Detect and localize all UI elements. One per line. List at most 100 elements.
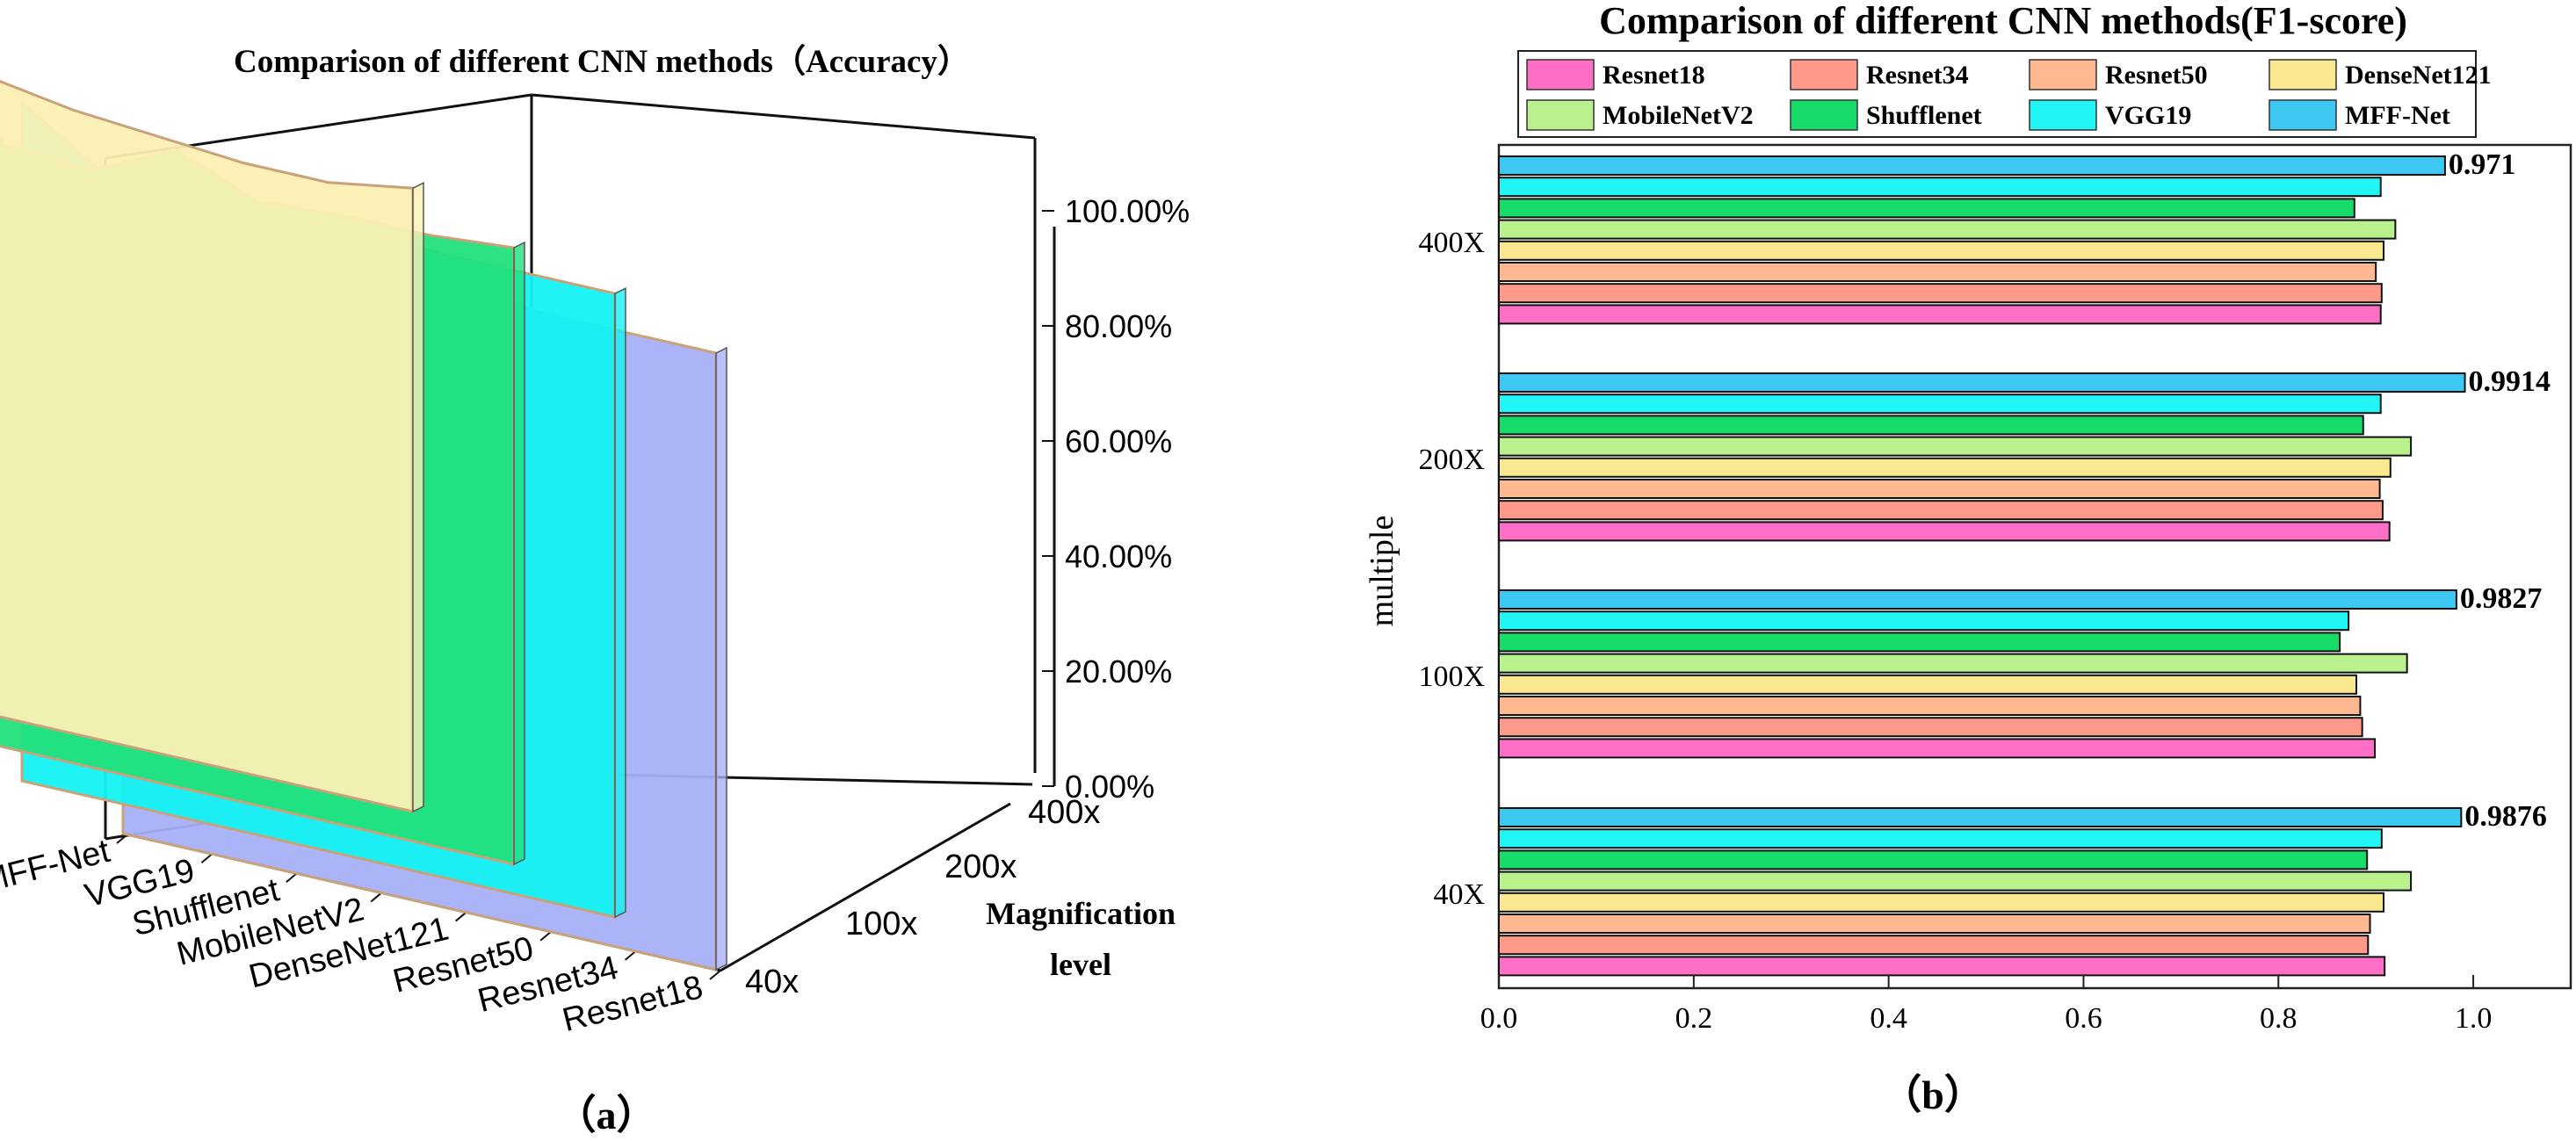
panel-a-x-tick	[370, 892, 382, 903]
panel-b-x-ticks: 0.0 0.2 0.4 0.6 0.8 1.0	[1480, 975, 2493, 1035]
panel-a-value-tick-label: 60.00%	[1065, 423, 1172, 459]
panel-b-legend-label: VGG19	[2105, 101, 2191, 130]
panel-b-bar-MFF-Net-40X	[1498, 807, 2463, 827]
panel-a-value-ticks: 0.00% 20.00% 40.00% 60.00% 80.00% 100.00%	[1042, 193, 1190, 805]
panel-b-legend-swatch	[1790, 99, 1858, 131]
panel-b-bar-Shufflenet-200X	[1498, 415, 2364, 436]
panel-b-bar-VGG19-400X	[1498, 177, 2382, 198]
panel-b-bar-MobileNetV2-200X	[1498, 436, 2413, 457]
panel-b-bar-MFF-Net-200X	[1498, 372, 2466, 393]
panel-b-bar-Shufflenet-100X	[1498, 632, 2341, 653]
panel-a-area-layers	[0, 80, 727, 971]
panel-b-legend-swatch	[2268, 59, 2337, 90]
panel-a-value-tick-label: 20.00%	[1065, 654, 1172, 690]
panel-b-bar-MFF-Net-100X	[1498, 589, 2457, 610]
panel-b-category-labels: 40X 100X 200X 400X	[1418, 227, 1485, 911]
panel-b-legend-swatch	[2029, 99, 2097, 131]
panel-a-value-tick-label: 80.00%	[1065, 308, 1172, 344]
panel-b-x-tick-label: 1.0	[2455, 1002, 2493, 1035]
panel-a-x-tick	[286, 872, 298, 884]
panel-b-bar-Resnet18-100X	[1498, 738, 2377, 759]
panel-a-z-label: 40x	[745, 964, 799, 1000]
panel-b-bar-VGG19-200X	[1498, 394, 2382, 415]
panel-b-bar-VGG19-100X	[1498, 610, 2350, 632]
panel-b-legend-swatch	[1790, 59, 1858, 90]
panel-a-z-label: 400x	[1028, 794, 1100, 831]
panel-b-bar-VGG19-40X	[1498, 828, 2383, 849]
panel-b-title: Comparison of different CNN methods(F1-s…	[1599, 0, 2407, 42]
panel-b-legend-swatch	[1526, 59, 1595, 90]
panel-b-bar-MobileNetV2-40X	[1498, 870, 2413, 892]
panel-a-layer-edge-40x	[412, 181, 424, 813]
panel-b-bar-Resnet50-100X	[1498, 696, 2362, 716]
panel-a-value-tick-label: 40.00%	[1065, 538, 1172, 574]
panel-a-zlabel-line1: Magnification	[986, 896, 1176, 931]
panel-a-x-tick	[624, 950, 637, 961]
panel-b-x-tick-label: 0.6	[2065, 1002, 2102, 1035]
panel-a-z-label: 200x	[944, 849, 1017, 885]
panel-b-data-labels: 0.9876 0.9827 0.9914 0.971	[2449, 148, 2551, 833]
panel-a-title: Comparison of different CNN methods（Accu…	[234, 43, 970, 80]
panel-a-accuracy-3d-chart: Comparison of different CNN methods（Accu…	[0, 43, 1190, 1137]
panel-b-legend-swatch	[2029, 59, 2097, 90]
panel-a-caption: （a）	[556, 1093, 657, 1137]
panel-a-z-labels: 40x 100x 200x 400x	[745, 794, 1100, 1000]
panel-a-layer-edge-100x	[513, 241, 525, 866]
panel-b-bar-Resnet50-400X	[1498, 262, 2377, 282]
panel-a-value-tick-label: 100.00%	[1065, 193, 1190, 229]
panel-a-x-tick	[709, 970, 721, 980]
panel-b-bar-MobileNetV2-100X	[1498, 653, 2408, 674]
panel-b-category-label: 100X	[1418, 661, 1485, 693]
panel-b-plot-frame	[1497, 143, 2572, 990]
panel-b-legend-label: Shufflenet	[1866, 101, 1982, 130]
panel-b-ylabel: multiple	[1364, 516, 1400, 627]
panel-b-bar-Shufflenet-40X	[1498, 849, 2369, 870]
panel-b-bar-Resnet34-200X	[1498, 500, 2384, 521]
panel-b-bar-Resnet34-400X	[1498, 283, 2383, 304]
panel-b-bar-DenseNet121-100X	[1498, 674, 2357, 695]
panel-a-x-tick	[455, 911, 467, 922]
panel-b-bar-Resnet18-40X	[1498, 956, 2386, 977]
panel-a-x-ticks	[116, 834, 721, 980]
panel-b-data-label: 0.9914	[2469, 365, 2551, 398]
panel-b-caption: （b）	[1881, 1072, 1985, 1117]
panel-b-bar-Resnet18-400X	[1498, 304, 2382, 325]
panel-b-legend-swatch	[1526, 99, 1595, 131]
panel-a-value-tick-label: 0.00%	[1065, 769, 1154, 805]
panel-b-category-label: 400X	[1418, 227, 1485, 259]
panel-b-category-label: 40X	[1433, 878, 1485, 911]
panel-b-legend-label: Resnet34	[1866, 61, 1969, 90]
panel-b-bar-DenseNet121-400X	[1498, 240, 2385, 261]
panel-b-bars	[1498, 155, 2466, 977]
panel-b-bar-Resnet50-200X	[1498, 479, 2381, 499]
panel-b-x-tick-label: 0.8	[2260, 1002, 2297, 1035]
panel-a-x-tick	[200, 853, 213, 863]
panel-b-data-label: 0.9827	[2460, 582, 2543, 615]
panel-b-legend-label: MFF-Net	[2345, 101, 2450, 130]
panel-a-x-tick	[539, 930, 552, 942]
panel-b-bar-Resnet18-200X	[1498, 521, 2391, 542]
panel-b-bar-MFF-Net-400X	[1498, 155, 2446, 176]
panel-b-legend: Resnet18 Resnet34 Resnet50 DenseNet121 Mobil…	[1517, 50, 2492, 138]
panel-b-bar-Resnet50-40X	[1498, 914, 2371, 934]
panel-b-bar-Resnet34-100X	[1498, 717, 2363, 738]
panel-b-bar-Resnet34-40X	[1498, 935, 2370, 956]
panel-b-data-label: 0.9876	[2464, 800, 2547, 833]
panel-b-bar-DenseNet121-40X	[1498, 892, 2385, 913]
panel-b-legend-label: Resnet50	[2105, 61, 2208, 90]
panel-b-bar-DenseNet121-200X	[1498, 457, 2391, 478]
panel-b-legend-label: MobileNetV2	[1603, 101, 1754, 130]
panel-b-legend-label: Resnet18	[1603, 61, 1705, 90]
panel-b-legend-label: DenseNet121	[2345, 61, 2492, 90]
panel-a-layer-edge-400x	[715, 346, 727, 971]
panel-b-bar-Shufflenet-400X	[1498, 198, 2355, 219]
panel-b-x-tick-label: 0.2	[1675, 1002, 1713, 1035]
panel-a-layer-edge-200x	[614, 286, 626, 919]
panel-b-x-tick-label: 0.4	[1870, 1002, 1907, 1035]
panel-a-x-tick	[116, 834, 128, 844]
panel-b-category-label: 200X	[1418, 444, 1485, 476]
panel-b-bar-MobileNetV2-400X	[1498, 219, 2397, 240]
panel-a-zlabel-line2: level	[1050, 947, 1111, 982]
panel-a-z-label: 100x	[845, 906, 917, 942]
